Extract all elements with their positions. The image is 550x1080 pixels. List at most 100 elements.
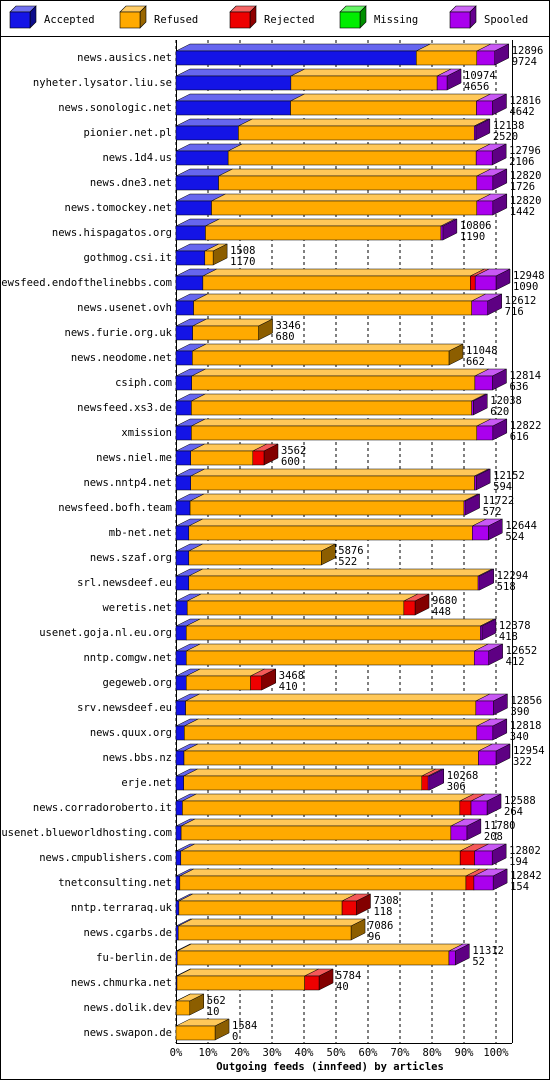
bar-segment (188, 518, 487, 541)
bar-segment (477, 568, 494, 591)
accepted-label: 118 (373, 906, 392, 918)
accepted-label: 4656 (464, 81, 489, 93)
bar-front (175, 600, 188, 616)
bar-segment (184, 718, 491, 741)
bar-top (205, 218, 456, 227)
accepted-label: 662 (466, 356, 485, 368)
bar-front (176, 1000, 191, 1016)
bar-segment (188, 543, 336, 566)
accepted-label: 194 (509, 856, 528, 868)
bar-front (176, 975, 305, 991)
total-label: 12294 (497, 570, 529, 582)
category-label: gothmog.csi.it (83, 252, 172, 264)
bar-segment (175, 443, 205, 466)
bar-segment (290, 93, 491, 116)
bar-segment (175, 93, 305, 116)
category-label: srv.newsdeef.eu (77, 702, 172, 714)
category-label: srl.newsdeef.eu (77, 577, 172, 589)
legend-label: Missing (374, 14, 418, 26)
bar-segment (476, 418, 508, 441)
bar-segment (474, 368, 507, 391)
accepted-label: 518 (497, 581, 516, 593)
category-label: usenet.goja.nl.eu.org (39, 627, 172, 639)
bar-segment (175, 1018, 230, 1041)
bar-segment (183, 768, 436, 791)
x-tick-label: 0% (170, 1047, 183, 1059)
bar-segment (204, 243, 228, 266)
legend-swatch (9, 11, 31, 29)
total-label: 7308 (373, 895, 398, 907)
bar-top (188, 543, 336, 552)
x-tick-label: 100% (483, 1047, 509, 1059)
bar-front (474, 850, 493, 866)
legend-swatch (119, 11, 141, 29)
total-label: 12954 (513, 745, 545, 757)
bar-front (478, 750, 497, 766)
bar-front (191, 425, 478, 441)
accepted-label: 264 (504, 806, 523, 818)
bar-front (177, 950, 450, 966)
bar-segment (478, 743, 511, 766)
bar-front (175, 250, 206, 266)
bar-segment (191, 368, 489, 391)
bar-front (175, 375, 192, 391)
bar-front (476, 200, 494, 216)
accepted-label: 412 (506, 656, 525, 668)
legend-item: Accepted (9, 5, 95, 29)
legend-item: Refused (119, 5, 198, 29)
bar-segment (474, 268, 511, 291)
bar-top (178, 893, 357, 902)
bar-segment (475, 143, 507, 166)
category-label: fu-berlin.de (96, 952, 172, 964)
bar-front (193, 300, 472, 316)
bar-segment (440, 218, 458, 241)
bar-front (175, 625, 187, 641)
bar-front (304, 975, 320, 991)
total-label: 12796 (509, 145, 541, 157)
bar-front (436, 75, 448, 91)
x-tick-label: 20% (231, 1047, 251, 1059)
bar-segment (192, 343, 464, 366)
bar-top (179, 868, 481, 877)
category-label: news.swapon.de (83, 1027, 172, 1039)
bar-top (185, 693, 490, 702)
accepted-label: 306 (447, 781, 466, 793)
bar-front (175, 800, 183, 816)
bar-front (290, 75, 438, 91)
bar-top (186, 618, 495, 627)
bar-top (192, 343, 464, 352)
bar-top (187, 593, 418, 602)
bar-segment (474, 468, 491, 491)
bar-top (184, 718, 491, 727)
bar-front (175, 550, 190, 566)
bar-segment (175, 293, 208, 316)
bar-top (178, 918, 366, 927)
accepted-label: 322 (513, 756, 532, 768)
category-label: news.tomockey.net (65, 202, 172, 214)
bar-front (476, 175, 494, 191)
bar-front (180, 825, 452, 841)
bar-front (192, 350, 450, 366)
bar-front (192, 325, 259, 341)
total-label: 12138 (493, 120, 525, 132)
total-label: 12612 (505, 295, 537, 307)
bar-front (175, 500, 191, 516)
bar-front (175, 875, 181, 891)
bar-front (175, 225, 206, 241)
bar-segment (341, 893, 371, 916)
bar-segment (436, 68, 462, 91)
bar-front (175, 1025, 216, 1041)
bar-segment (190, 468, 489, 491)
bar-front (175, 275, 204, 291)
total-label: 12820 (510, 195, 542, 207)
accepted-label: 410 (279, 681, 298, 693)
accepted-label: 52 (472, 956, 485, 968)
bar-segment (218, 168, 491, 191)
x-tick-label: 80% (423, 1047, 443, 1059)
bar-front (175, 150, 229, 166)
total-label: 11780 (484, 820, 516, 832)
category-label: tnetconsulting.net (58, 877, 172, 889)
bar-front (473, 875, 494, 891)
bar-front (470, 275, 476, 291)
